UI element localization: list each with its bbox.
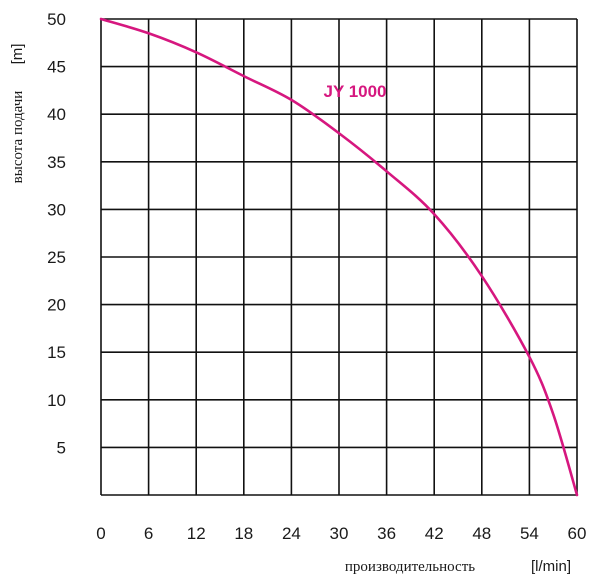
y-tick-label-9: 50	[47, 10, 66, 29]
x-tick-label-0: 0	[96, 524, 105, 543]
x-axis-title: производительность	[345, 559, 475, 575]
series-label-0: JY 1000	[323, 82, 386, 101]
x-tick-label-7: 42	[425, 524, 444, 543]
x-tick-labels: 0 6 12 18 24 30 36 42 48 54 60	[96, 524, 586, 543]
x-tick-label-4: 24	[282, 524, 301, 543]
x-tick-label-10: 60	[568, 524, 587, 543]
x-tick-label-9: 54	[520, 524, 539, 543]
y-tick-label-0: 5	[57, 438, 66, 457]
y-tick-labels: 5 10 15 20 25 30 35 40 45 50	[47, 10, 66, 457]
x-tick-label-2: 12	[187, 524, 206, 543]
series-line-0	[99, 17, 579, 497]
y-tick-label-4: 25	[47, 248, 66, 267]
x-axis-unit: [l/min]	[531, 558, 571, 575]
x-tick-label-6: 36	[377, 524, 396, 543]
series-group: JY 1000	[99, 17, 579, 497]
y-tick-label-7: 40	[47, 105, 66, 124]
y-axis-title: высота подачи	[10, 91, 26, 184]
y-tick-label-1: 10	[47, 391, 66, 410]
y-axis-unit: [m]	[9, 44, 26, 65]
x-tick-label-1: 6	[144, 524, 153, 543]
y-tick-label-3: 20	[47, 296, 66, 315]
y-tick-label-8: 45	[47, 58, 66, 77]
y-tick-label-5: 30	[47, 200, 66, 219]
y-tick-label-2: 15	[47, 343, 66, 362]
grid	[100, 18, 578, 496]
x-tick-label-3: 18	[234, 524, 253, 543]
x-tick-label-5: 30	[330, 524, 349, 543]
x-tick-label-8: 48	[472, 524, 491, 543]
y-tick-label-6: 35	[47, 153, 66, 172]
